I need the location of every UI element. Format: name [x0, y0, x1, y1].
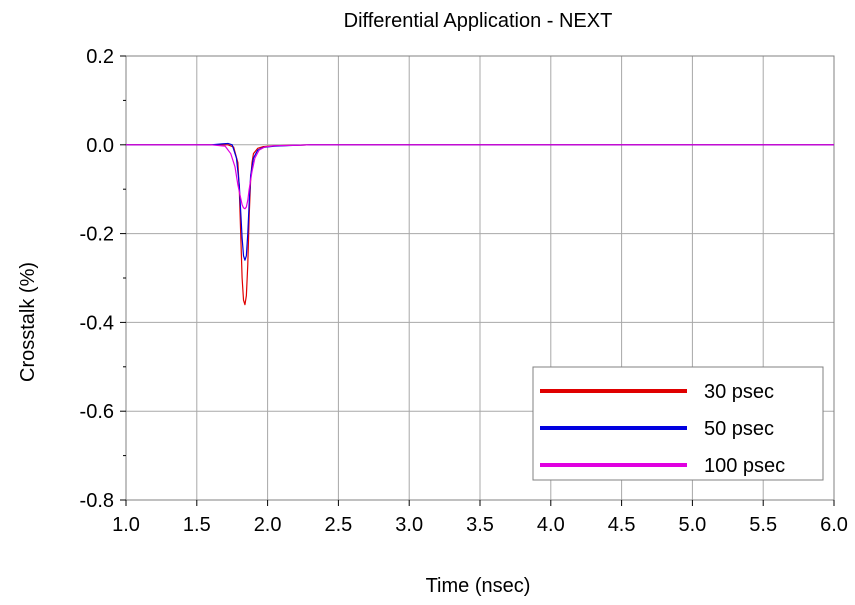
x-tick-label: 6.0	[820, 514, 848, 536]
y-tick-label: -0.6	[80, 401, 114, 423]
y-tick-label: -0.2	[80, 224, 114, 246]
x-tick-label: 2.0	[254, 514, 282, 536]
legend: 30 psec 50 psec 100 psec	[532, 366, 824, 481]
x-tick-label: 5.0	[678, 514, 706, 536]
y-tick-label: -0.8	[80, 490, 114, 512]
legend-box	[532, 366, 824, 481]
chart-title: Differential Application - NEXT	[344, 10, 613, 32]
x-tick-label: 2.5	[324, 514, 352, 536]
x-tick-label: 1.5	[183, 514, 211, 536]
legend-label: 100 psec	[704, 455, 785, 477]
y-tick-label: 0.0	[86, 135, 114, 157]
legend-label: 30 psec	[704, 381, 774, 403]
x-tick-label: 3.5	[466, 514, 494, 536]
ticks-layer: 1.0 1.5 2.0 2.5 3.0 3.5 4.0 4.5 5.0 5.5 6.0 0.2 0.0 -…	[80, 46, 848, 536]
x-tick-label: 3.0	[395, 514, 423, 536]
y-tick-label: -0.4	[80, 312, 114, 334]
series-layer	[126, 142, 834, 306]
x-tick-label: 1.0	[112, 514, 140, 536]
x-tick-label: 4.0	[537, 514, 565, 536]
legend-label: 50 psec	[704, 418, 774, 440]
x-axis-label: Time (nsec)	[426, 575, 531, 597]
series-line	[126, 144, 834, 210]
x-tick-label: 4.5	[608, 514, 636, 536]
x-tick-label: 5.5	[749, 514, 777, 536]
y-axis-label: Crosstalk (%)	[17, 262, 39, 382]
y-tick-label: 0.2	[86, 46, 114, 68]
